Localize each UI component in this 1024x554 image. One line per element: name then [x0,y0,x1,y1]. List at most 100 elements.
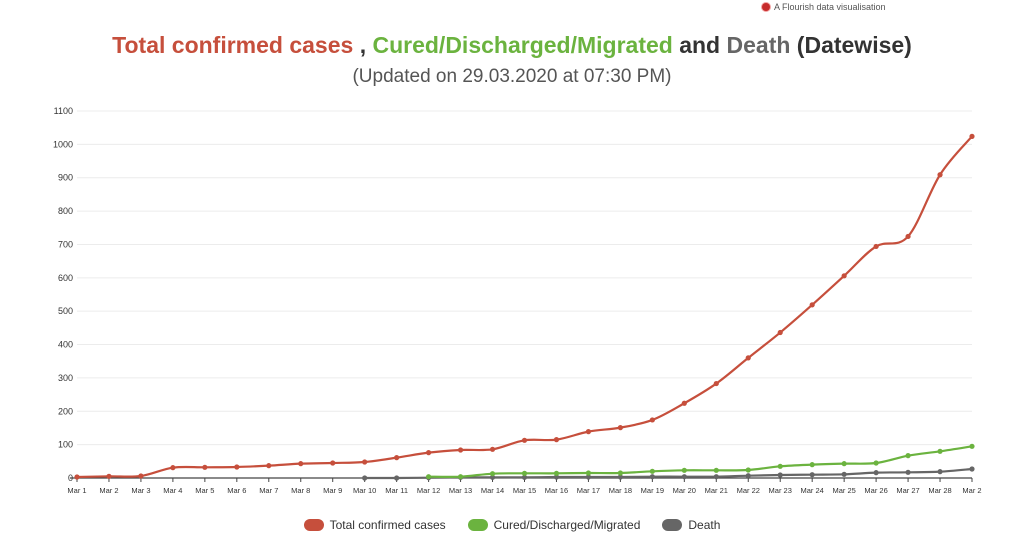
data-point [394,475,400,481]
x-tick-label: Mar 10 [353,486,376,495]
data-point [681,467,687,473]
data-point [585,470,592,476]
data-point [521,474,528,480]
data-point [394,455,400,461]
x-tick-label: Mar 20 [673,486,696,495]
credit-text: A Flourish data visualisation [774,2,886,12]
data-point [809,462,815,468]
chart-legend: Total confirmed cases Cured/Discharged/M… [0,518,1024,532]
title-part: Total confirmed cases [112,32,354,58]
data-point [745,355,751,361]
legend-swatch [303,519,324,531]
data-point [585,474,592,480]
title-part: Death [726,32,791,58]
x-tick-label: Mar 23 [769,486,792,495]
chart-title: Total confirmed cases , Cured/Discharged… [0,32,1024,59]
data-point [457,474,464,480]
data-point [362,459,368,465]
legend-item-death[interactable]: Death [662,518,720,532]
data-point [617,474,623,480]
chart-subtitle: (Updated on 29.03.2020 at 07:30 PM) [352,66,672,87]
x-tick-label: Mar 13 [449,486,472,495]
data-point [649,474,655,480]
x-tick-label: Mar 15 [513,486,536,495]
x-tick-label: Mar 7 [259,486,278,495]
data-point [713,380,719,387]
x-tick-label: Mar 17 [577,486,600,495]
x-tick-label: Mar 21 [705,486,728,495]
data-point [426,474,432,480]
data-point [585,429,592,435]
data-point [138,473,144,479]
legend-swatch [662,519,683,531]
x-tick-label: Mar 19 [641,486,664,495]
y-tick-label: 300 [58,373,73,383]
data-point [553,437,560,443]
x-tick-label: Mar 27 [896,486,919,495]
legend-label: Cured/Discharged/Migrated [493,518,641,532]
flourish-logo-icon [762,3,770,11]
x-tick-label: Mar 4 [163,486,182,495]
data-point [873,470,879,476]
data-point [106,473,112,479]
data-point [489,471,496,477]
data-point [745,467,751,473]
title-part: Cured/Discharged/Migrated [372,32,673,58]
data-point [777,329,783,336]
y-tick-label: 700 [58,239,73,249]
data-point [713,467,719,473]
y-tick-label: 200 [58,406,73,416]
x-tick-label: Mar 8 [291,486,310,495]
y-tick-label: 400 [58,340,73,350]
data-point [713,474,719,480]
data-point [841,471,847,477]
y-tick-label: 1000 [53,139,73,149]
title-part: (Datewise) [790,32,912,58]
y-tick-label: 500 [58,306,73,316]
legend-item-cured[interactable]: Cured/Discharged/Migrated [467,518,641,532]
legend-label: Total confirmed cases [329,518,446,532]
data-point [905,453,911,459]
x-tick-label: Mar 16 [545,486,568,495]
data-point [905,469,911,475]
flourish-credit[interactable]: A Flourish data visualisation [762,2,886,12]
legend-label: Death [688,518,721,532]
x-tick-label: Mar 11 [385,486,408,495]
y-tick-label: 600 [58,273,73,283]
data-point [74,474,80,480]
data-point [170,465,176,471]
data-point [457,447,464,453]
data-point [649,468,655,474]
y-tick-label: 100 [58,440,73,450]
x-tick-label: Mar 28 [928,486,951,495]
legend-swatch [467,519,488,531]
legend-item-total[interactable]: Total confirmed cases [303,518,446,532]
x-tick-label: Mar 2 [962,486,981,495]
data-point [489,446,496,452]
x-tick-label: Mar 6 [227,486,246,495]
data-point [426,450,432,456]
x-tick-label: Mar 2 [99,486,118,495]
x-tick-label: Mar 3 [131,486,150,495]
series-line [428,445,973,478]
y-tick-label: 800 [58,206,73,216]
y-tick-label: 900 [58,173,73,183]
data-point [298,461,304,467]
data-point [777,463,783,469]
x-tick-label: Mar 12 [417,486,440,495]
data-point [969,443,975,449]
data-point [681,474,687,480]
x-tick-label: Mar 18 [609,486,632,495]
title-part: and [672,32,727,58]
data-point [841,461,847,467]
data-point [489,474,496,480]
data-point [330,460,336,466]
data-point [553,474,560,480]
data-point [873,243,879,250]
x-tick-label: Mar 1 [67,486,86,495]
x-tick-label: Mar 9 [323,486,342,495]
x-tick-label: Mar 25 [832,486,855,495]
data-point [681,400,687,406]
data-point [617,425,623,431]
